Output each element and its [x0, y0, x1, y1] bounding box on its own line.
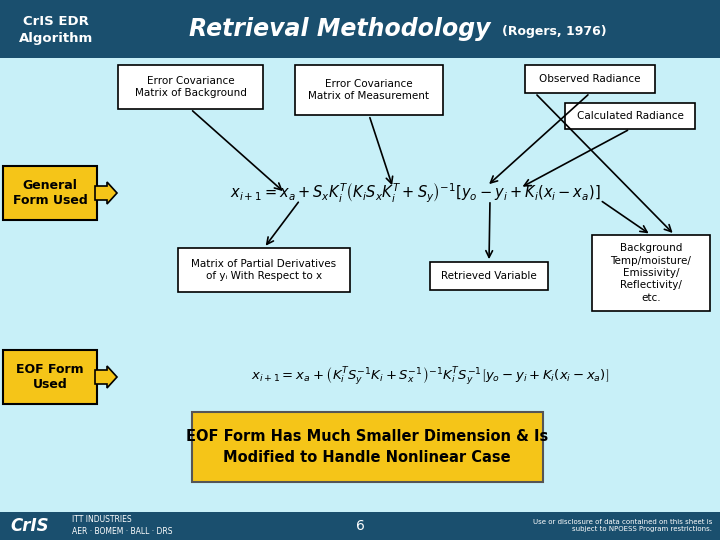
FancyBboxPatch shape — [430, 262, 548, 290]
FancyBboxPatch shape — [525, 65, 655, 93]
FancyBboxPatch shape — [0, 512, 720, 540]
FancyArrow shape — [95, 182, 117, 204]
Text: Matrix of Partial Derivatives
of yᵢ With Respect to x: Matrix of Partial Derivatives of yᵢ With… — [192, 259, 336, 281]
Text: CrIS: CrIS — [10, 517, 49, 535]
Text: AER · BOMEM · BALL · DRS: AER · BOMEM · BALL · DRS — [72, 528, 173, 537]
FancyBboxPatch shape — [3, 166, 97, 220]
Text: Calculated Radiance: Calculated Radiance — [577, 111, 683, 121]
FancyBboxPatch shape — [3, 350, 97, 404]
Text: Observed Radiance: Observed Radiance — [539, 74, 641, 84]
Text: General
Form Used: General Form Used — [13, 179, 87, 207]
FancyArrow shape — [95, 366, 117, 388]
Text: Error Covariance
Matrix of Measurement: Error Covariance Matrix of Measurement — [308, 79, 430, 101]
Text: 6: 6 — [356, 519, 364, 533]
Text: Use or disclosure of data contained on this sheet is
subject to NPOESS Program r: Use or disclosure of data contained on t… — [533, 519, 712, 532]
FancyBboxPatch shape — [592, 235, 710, 311]
FancyBboxPatch shape — [178, 248, 350, 292]
Text: EOF Form
Used: EOF Form Used — [16, 363, 84, 391]
FancyBboxPatch shape — [192, 412, 543, 482]
Text: Retrieved Variable: Retrieved Variable — [441, 271, 537, 281]
Text: Retrieval Methodology: Retrieval Methodology — [189, 17, 491, 41]
FancyBboxPatch shape — [565, 103, 695, 129]
Text: CrIS EDR
Algorithm: CrIS EDR Algorithm — [19, 15, 93, 45]
Text: (Rogers, 1976): (Rogers, 1976) — [502, 24, 606, 37]
FancyBboxPatch shape — [295, 65, 443, 115]
FancyBboxPatch shape — [118, 65, 263, 109]
Text: ITT INDUSTRIES: ITT INDUSTRIES — [72, 516, 132, 524]
Text: Error Covariance
Matrix of Background: Error Covariance Matrix of Background — [135, 76, 246, 98]
Text: Background
Temp/moisture/
Emissivity/
Reflectivity/
etc.: Background Temp/moisture/ Emissivity/ Re… — [611, 243, 691, 303]
Text: $x_{i+1} = x_a + \left(K_i^T S_y^{-1} K_i + S_x^{-1}\right)^{-1} K_i^T S_y^{-1}\: $x_{i+1} = x_a + \left(K_i^T S_y^{-1} K_… — [251, 366, 609, 388]
FancyBboxPatch shape — [112, 0, 720, 58]
FancyBboxPatch shape — [0, 0, 112, 58]
Text: $x_{i+1} = x_a + S_x K_i^T\left(K_i S_x K_i^T + S_y\right)^{-1}\left[y_o - y_i +: $x_{i+1} = x_a + S_x K_i^T\left(K_i S_x … — [230, 181, 600, 205]
Text: EOF Form Has Much Smaller Dimension & Is
Modified to Handle Nonlinear Case: EOF Form Has Much Smaller Dimension & Is… — [186, 429, 548, 465]
